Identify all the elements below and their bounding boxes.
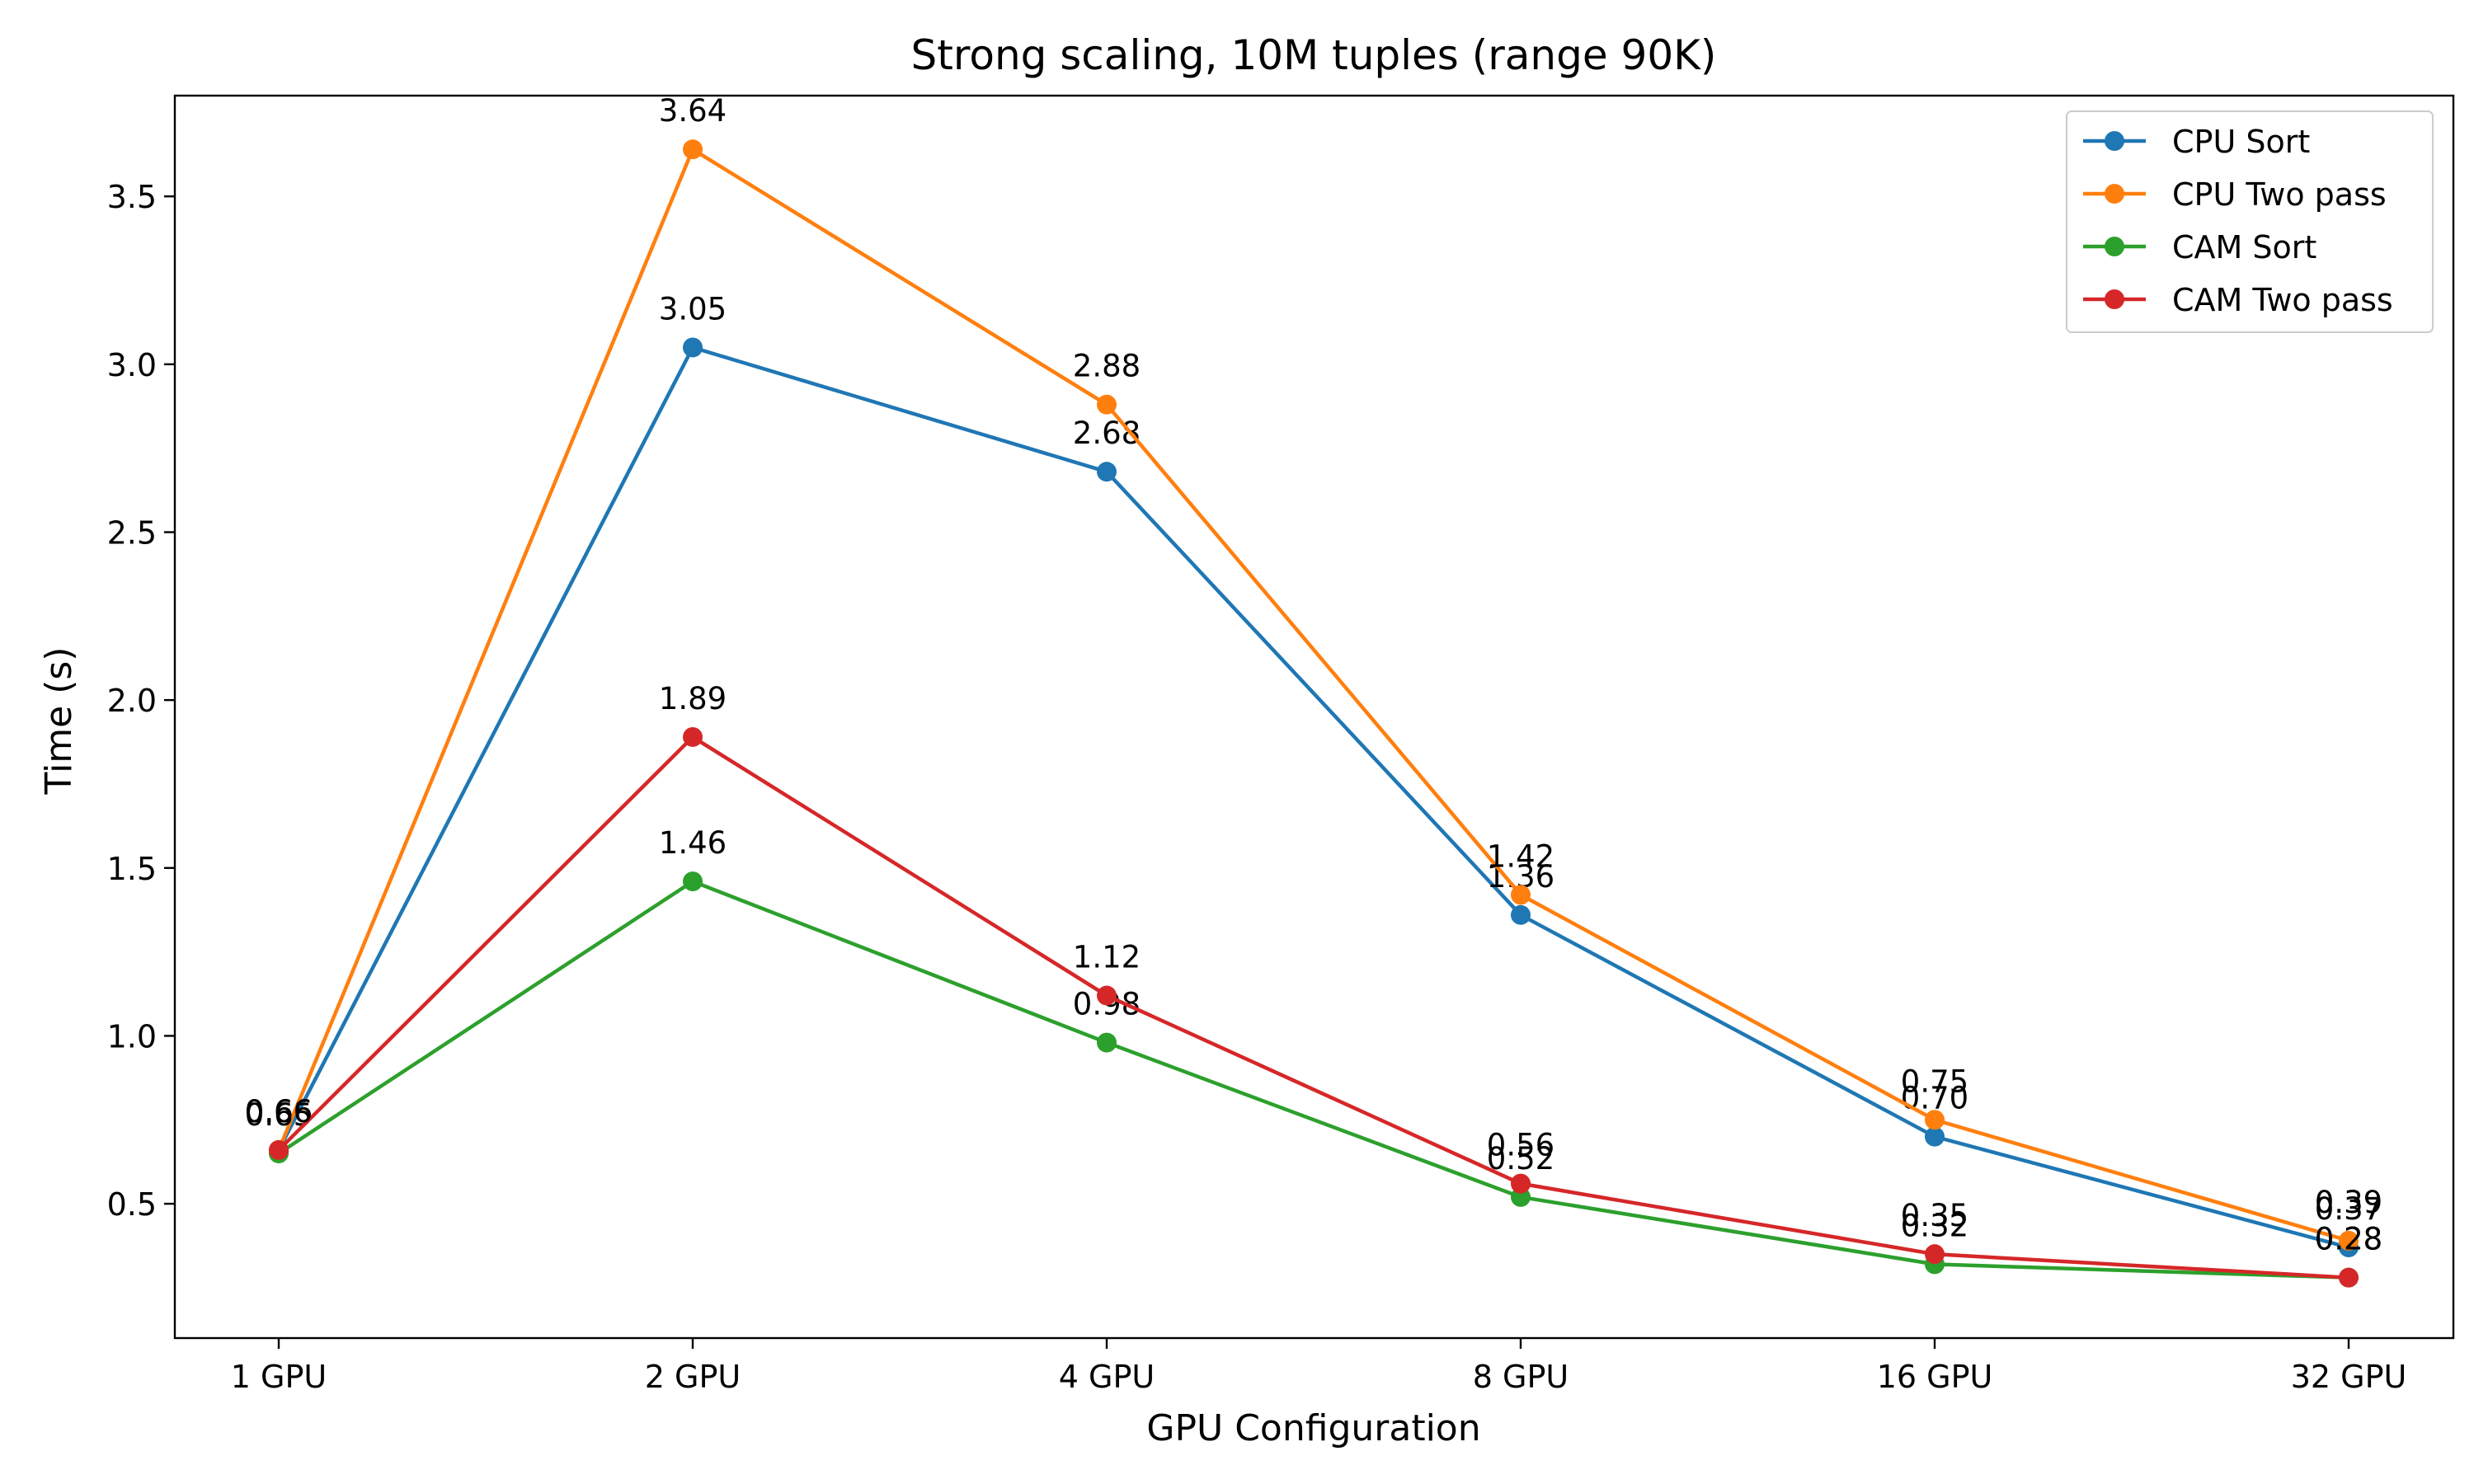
x-tick-label: 1 GPU <box>231 1359 327 1395</box>
data-label: 0.56 <box>1487 1128 1554 1163</box>
y-tick-label: 1.5 <box>107 851 157 887</box>
data-label: 0.66 <box>245 1094 313 1129</box>
data-point <box>683 337 703 358</box>
x-tick-label: 8 GPU <box>1473 1359 1569 1395</box>
data-label: 0.39 <box>2315 1185 2382 1220</box>
data-label: 3.05 <box>659 291 727 326</box>
data-point <box>1097 394 1117 415</box>
series-group: 0.66 3.64 2.88 1.42 0.75 0.39 <box>245 93 2382 1251</box>
data-label: 1.46 <box>659 825 727 861</box>
data-point <box>1511 904 1531 925</box>
legend-label: CPU Sort <box>2172 124 2310 160</box>
x-axis-title: GPU Configuration <box>1146 1407 1480 1449</box>
series-line <box>276 879 2351 1280</box>
legend-swatch-marker <box>2105 131 2124 151</box>
x-tick-label: 16 GPU <box>1877 1359 1993 1395</box>
series-line <box>276 147 2351 1243</box>
y-tick-label: 2.0 <box>107 683 157 719</box>
data-point <box>683 871 703 892</box>
legend-box <box>2066 110 2434 333</box>
data-label: 1.12 <box>1073 940 1141 975</box>
data-label: 1.42 <box>1487 838 1554 874</box>
data-point <box>1511 885 1531 905</box>
series-line <box>276 735 2351 1280</box>
x-tick-label: 32 GPU <box>2291 1359 2407 1395</box>
data-point <box>683 139 703 160</box>
data-label: 3.64 <box>659 93 727 129</box>
plot-frame <box>173 94 2455 1340</box>
legend-label: CPU Two pass <box>2172 176 2387 213</box>
y-tick-label: 2.5 <box>107 514 157 551</box>
data-label: 0.28 <box>2315 1222 2382 1257</box>
y-tick-label: 1.0 <box>107 1018 157 1054</box>
legend-swatch-marker <box>2105 289 2124 309</box>
plot-area: 0.5 1.0 1.5 2.0 2.5 3.0 3.5 1 GPU 2 GPU 4 GPU 8 GP… <box>107 93 2455 1395</box>
data-point <box>1925 1126 1945 1147</box>
legend-swatch-marker <box>2105 237 2124 256</box>
data-label: 0.75 <box>1901 1064 1968 1099</box>
data-point <box>2339 1230 2359 1251</box>
legend: CPU Sort CPU Two pass CAM Sort CAM Two pass <box>2066 110 2434 333</box>
data-point <box>1097 1032 1117 1053</box>
legend-swatch-marker <box>2105 184 2124 204</box>
series-line <box>276 345 2351 1250</box>
data-point <box>1925 1110 1945 1130</box>
data-point <box>1925 1244 1945 1265</box>
data-label: 2.88 <box>1073 349 1141 384</box>
legend-label: CAM Two pass <box>2172 282 2393 318</box>
data-label: 0.66 <box>245 1094 313 1129</box>
data-point <box>1097 985 1117 1006</box>
x-tick-label: 4 GPU <box>1059 1359 1155 1395</box>
chart-title: Strong scaling, 10M tuples (range 90K) <box>911 31 1717 79</box>
data-label: 0.28 <box>2315 1222 2382 1257</box>
data-label: 0.35 <box>1901 1198 1968 1233</box>
y-axis-title: Time (s) <box>38 647 80 796</box>
series-group: 0.66 1.89 1.12 0.56 0.35 0.28 <box>245 681 2382 1288</box>
data-point <box>269 1139 289 1160</box>
data-point <box>2339 1267 2359 1288</box>
y-tick-label: 3.5 <box>107 179 157 215</box>
data-point <box>683 726 703 747</box>
data-label: 1.89 <box>659 681 727 716</box>
series-group: 0.663.052.681.360.700.37 <box>245 291 2382 1258</box>
x-tick-label: 2 GPU <box>645 1359 741 1395</box>
data-label: 0.32 <box>1901 1208 1968 1243</box>
y-tick-label: 3.0 <box>107 347 157 383</box>
data-label: 0.52 <box>1487 1141 1554 1176</box>
legend-label: CAM Sort <box>2172 229 2316 265</box>
data-point <box>1097 462 1117 482</box>
y-tick-label: 0.5 <box>107 1186 157 1223</box>
data-point <box>1511 1173 1531 1194</box>
data-label: 0.37 <box>2315 1191 2382 1227</box>
